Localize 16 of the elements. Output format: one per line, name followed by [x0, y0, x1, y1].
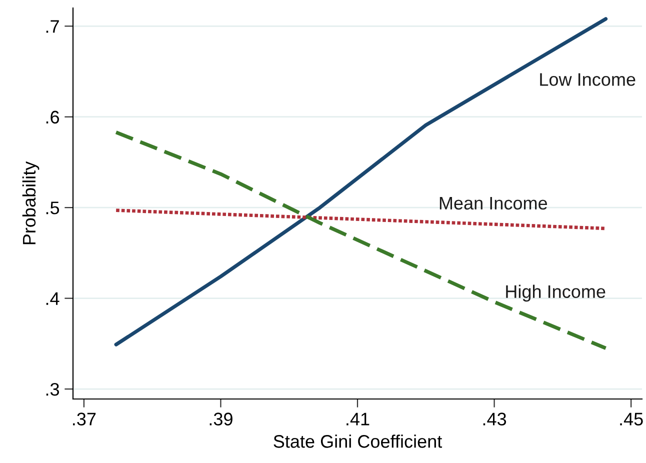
y-tick-label: .7	[46, 20, 59, 33]
x-tick-label: .37	[73, 412, 96, 426]
y-axis-title: Probability	[22, 161, 40, 244]
y-tick-label: .3	[46, 382, 60, 396]
series-label: Mean Income	[440, 196, 548, 210]
x-tick-label: .43	[483, 412, 506, 426]
y-tick-label: .4	[46, 292, 60, 305]
series-label: High Income	[506, 284, 606, 302]
x-tick-label: .45	[620, 412, 643, 426]
line-series	[114, 130, 608, 350]
y-tick-label: .6	[46, 110, 60, 124]
x-tick-label: .41	[346, 412, 370, 426]
x-axis-title: State Gini Coefficient	[274, 434, 442, 448]
series-label: Low Income	[540, 73, 636, 86]
y-tick-label: .5	[46, 202, 60, 214]
x-tick-label: .39	[210, 412, 232, 426]
